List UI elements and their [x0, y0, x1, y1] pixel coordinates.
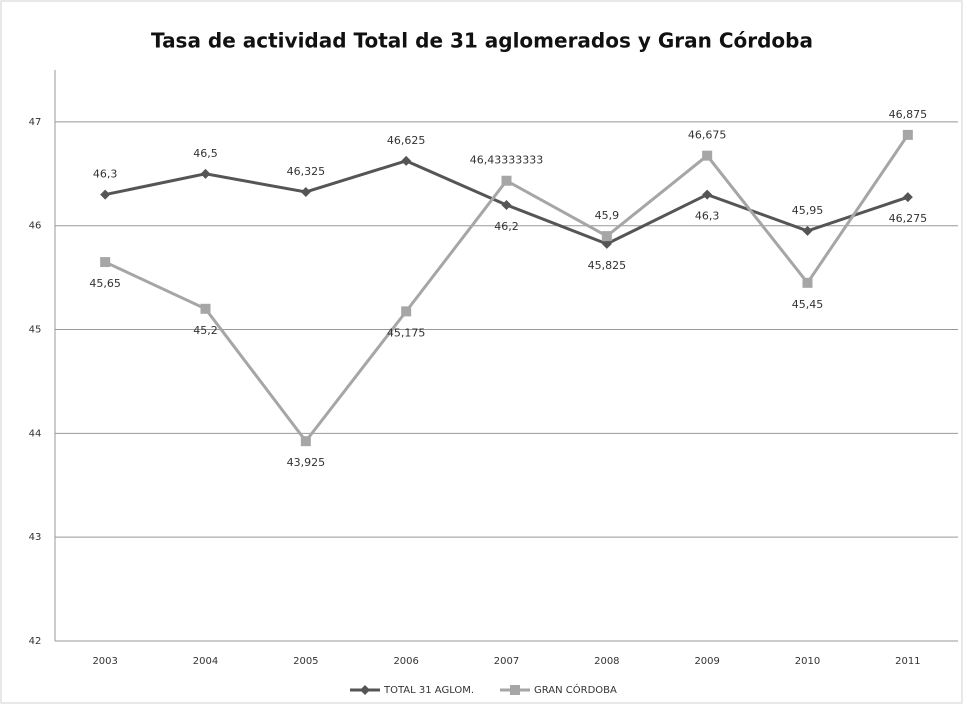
x-tick-label: 2005: [293, 656, 318, 667]
data-label: 43,925: [287, 456, 326, 469]
data-label: 46,5: [193, 147, 218, 160]
data-point: [501, 199, 512, 210]
y-tick-label: 45: [29, 325, 42, 336]
x-tick-label: 2010: [795, 656, 820, 667]
data-point: [200, 303, 211, 314]
data-label: 46,3: [93, 168, 118, 181]
legend-label: TOTAL 31 AGLOM.: [383, 685, 474, 696]
data-label: 46,875: [889, 108, 928, 121]
x-tick-label: 2006: [393, 656, 418, 667]
data-label: 46,3: [695, 210, 720, 223]
data-label: 45,9: [595, 209, 620, 222]
chart-title: Tasa de actividad Total de 31 aglomerado…: [151, 29, 813, 53]
x-tick-label: 2004: [193, 656, 218, 667]
data-label: 45,65: [89, 277, 121, 290]
data-label: 45,95: [792, 204, 824, 217]
y-tick-label: 44: [29, 428, 42, 439]
data-point: [902, 129, 913, 140]
data-label: 45,825: [588, 259, 627, 272]
x-tick-label: 2009: [694, 656, 719, 667]
data-label: 46,43333333: [470, 154, 543, 167]
x-tick-label: 2011: [895, 656, 920, 667]
x-tick-label: 2007: [494, 656, 519, 667]
data-point: [702, 189, 713, 200]
data-label: 46,675: [688, 129, 727, 142]
data-point: [300, 186, 311, 197]
data-label: 45,45: [792, 298, 824, 311]
x-tick-label: 2003: [92, 656, 117, 667]
y-tick-label: 42: [29, 636, 42, 647]
data-point: [601, 238, 612, 249]
data-point: [902, 192, 913, 203]
data-point: [100, 189, 111, 200]
data-point: [702, 150, 713, 161]
data-point: [802, 277, 813, 288]
data-point: [401, 306, 412, 317]
y-tick-label: 47: [29, 117, 42, 128]
legend-marker: [360, 685, 370, 695]
legend-label: GRAN CÓRDOBA: [534, 683, 617, 696]
data-label: 46,625: [387, 134, 426, 147]
y-tick-label: 43: [29, 532, 42, 543]
data-label: 46,325: [287, 165, 326, 178]
data-point: [300, 436, 311, 447]
data-label: 45,175: [387, 326, 426, 339]
legend-marker: [510, 685, 520, 695]
data-point: [601, 231, 612, 242]
data-point: [501, 175, 512, 186]
y-tick-label: 46: [29, 221, 42, 232]
data-point: [401, 155, 412, 166]
data-label: 45,2: [193, 324, 218, 337]
x-tick-label: 2008: [594, 656, 619, 667]
data-point: [802, 225, 813, 236]
data-point: [100, 257, 111, 268]
data-label: 46,2: [494, 220, 519, 233]
data-point: [200, 168, 211, 179]
data-label: 46,275: [889, 212, 928, 225]
